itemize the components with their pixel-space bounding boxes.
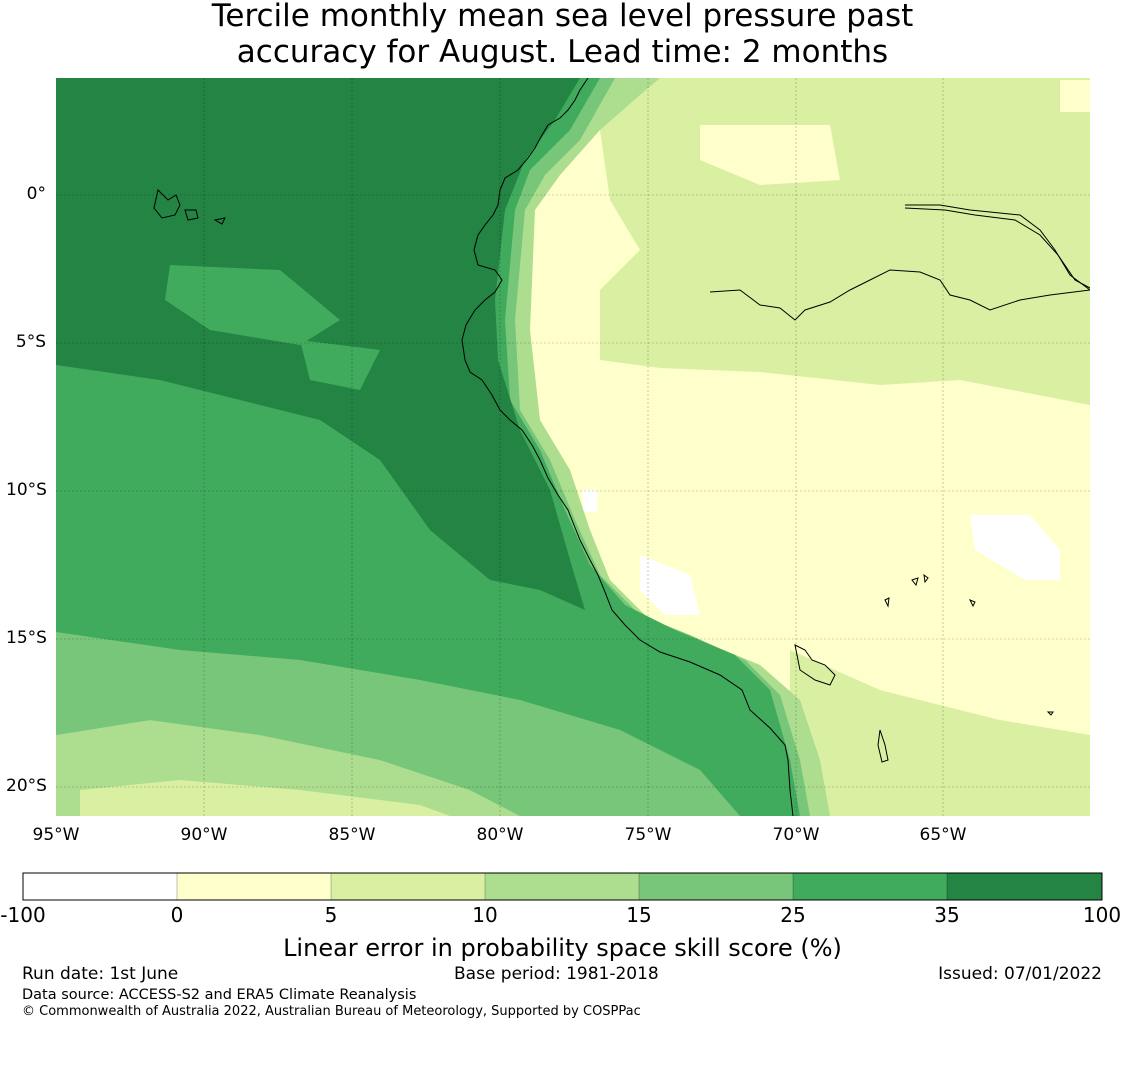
colorbar-segment-1 [23,873,177,900]
colorbar-segment-4 [485,873,639,900]
lon-tick-85w: 85°W [328,825,376,845]
lon-tick-75w: 75°W [624,825,672,845]
region-score-negative-2 [970,515,1060,580]
data-source: Data source: ACCESS-S2 and ERA5 Climate … [22,987,417,1003]
region-score-5-10-north [600,78,1090,405]
colorbar-label-15: 15 [626,903,652,927]
graticule [56,78,1090,816]
lon-tick-70w: 70°W [772,825,820,845]
lat-tick-10s: 10°S [6,480,47,500]
colorbar-segment-7 [947,873,1102,900]
lon-tick-90w: 90°W [180,825,228,845]
region-score-5-10-south [790,650,1090,816]
lat-tick-20s: 20°S [6,776,47,796]
colorbar-label-25: 25 [780,903,806,927]
run-date: Run date: 1st June [22,964,179,984]
base-period: Base period: 1981-2018 [454,964,659,984]
region-score-0-5-patch [700,125,840,185]
map-title-line-2: accuracy for August. Lead time: 2 months [236,34,889,70]
region-score-negative-3 [583,490,597,512]
coastline [153,78,1090,816]
copyright: © Commonwealth of Australia 2022, Austra… [22,1004,641,1019]
region-score-25-35-patch-1 [165,265,340,345]
region-score-25-35-patch-3 [300,340,380,390]
skill-score-field [56,78,1090,816]
region-score-15-25-south [56,640,720,816]
colorbar-segment-3 [331,873,485,900]
issued-date: Issued: 07/01/2022 [938,964,1102,984]
lon-tick-95w: 95°W [32,825,80,845]
colorbar-label-35: 35 [934,903,960,927]
lat-tick-15s: 15°S [6,628,47,648]
colorbar [22,872,1103,901]
colorbar-outline [22,872,1103,901]
map-title-line-1: Tercile monthly mean sea level pressure … [211,0,914,34]
region-score-negative-1 [640,555,700,615]
colorbar-label-10: 10 [472,903,498,927]
colorbar-label-neg100: -100 [0,903,46,927]
region-score-25-35-patch-2 [180,390,300,470]
colorbar-segment-5 [639,873,793,900]
lat-tick-0: 0° [26,184,46,204]
region-score-0-5-corner [1060,80,1090,112]
colorbar-title: Linear error in probability space skill … [283,934,842,962]
colorbar-label-100: 100 [1082,903,1122,927]
region-score-5-10-southwest [80,780,450,816]
colorbar-label-0: 0 [170,903,184,927]
lon-tick-65w: 65°W [919,825,967,845]
lat-tick-5s: 5°S [15,332,46,352]
lon-tick-80w: 80°W [476,825,524,845]
colorbar-segment-6 [793,873,947,900]
colorbar-label-5: 5 [324,903,338,927]
colorbar-segment-2 [177,873,331,900]
